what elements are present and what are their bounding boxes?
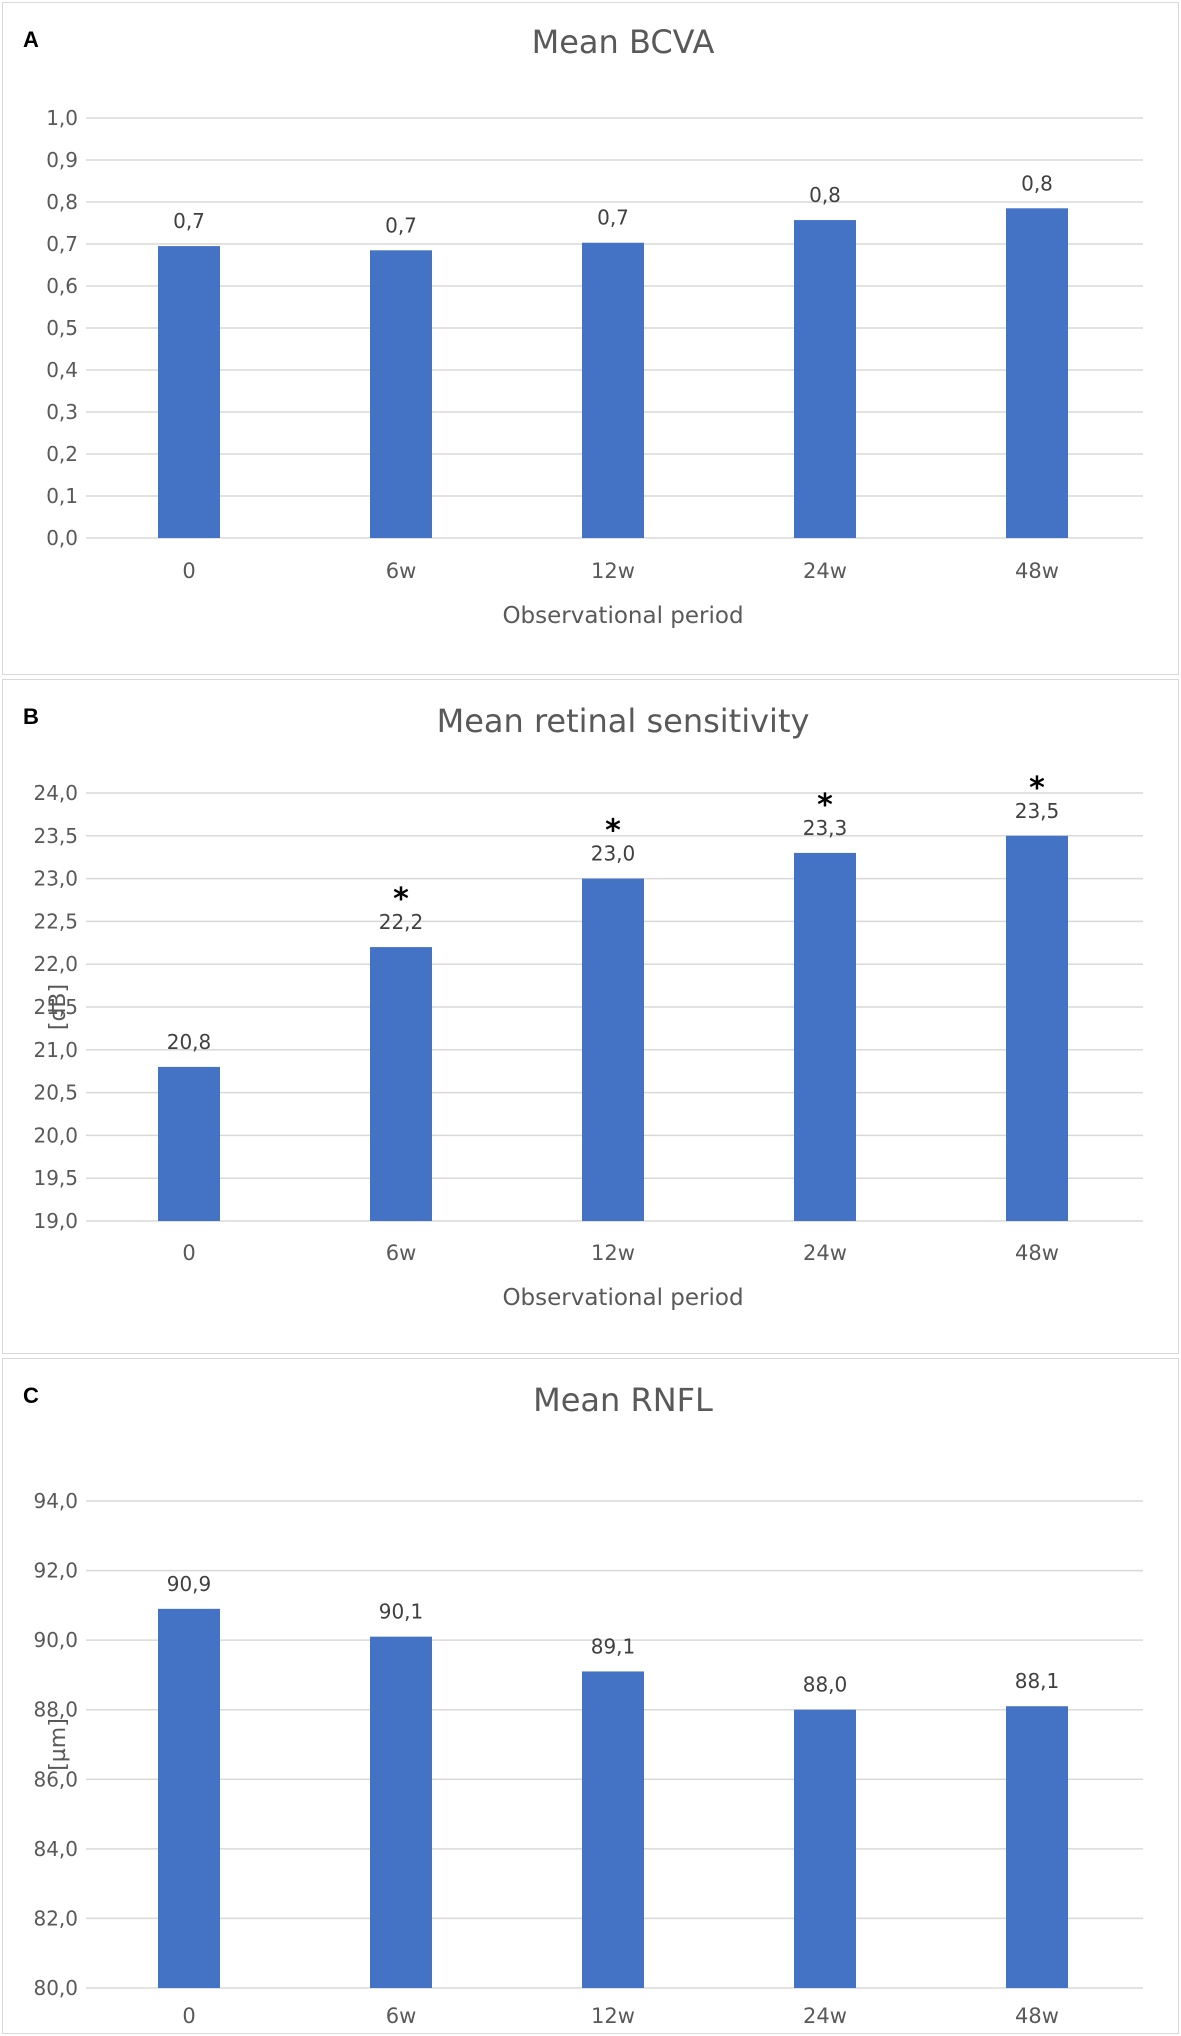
- y-tick-label: 23,0: [33, 867, 78, 891]
- y-tick-label: 0,2: [46, 442, 78, 466]
- y-tick-label: 22,5: [33, 909, 78, 933]
- y-tick-label: 19,0: [33, 1209, 78, 1233]
- data-label: 90,9: [167, 1572, 212, 1596]
- bar-chart-mean-bcva: Mean BCVA 0,0 0,1 0,2 0,3 0,4 0,5 0,6 0,7 0,8 0,9 1…: [46, 23, 1143, 629]
- significance-marker: *: [1029, 771, 1045, 806]
- y-tick-label: 0,4: [46, 358, 78, 382]
- data-label: 89,1: [591, 1634, 636, 1658]
- panel-letter: B: [23, 704, 39, 729]
- panel-letter: C: [23, 1383, 39, 1408]
- y-tick-label: 0,5: [46, 316, 78, 340]
- bar: [370, 947, 432, 1221]
- x-tick-label: 48w: [1015, 559, 1059, 583]
- y-tick-label: 21,0: [33, 1038, 78, 1062]
- bar: [794, 1709, 856, 1988]
- significance-marker: *: [817, 788, 833, 823]
- y-tick-label: 88,0: [33, 1698, 78, 1722]
- significance-marker: *: [605, 814, 621, 849]
- significance-marker: *: [393, 882, 409, 917]
- data-label: 23,3: [803, 816, 848, 840]
- x-tick-label: 48w: [1015, 2004, 1059, 2028]
- data-label: 23,0: [591, 842, 636, 866]
- data-label: 0,8: [1021, 171, 1053, 195]
- panel-letter: A: [23, 27, 39, 52]
- bar: [582, 878, 644, 1221]
- bar: [794, 220, 856, 538]
- y-tick-label: 0,8: [46, 190, 78, 214]
- y-tick-label: 19,5: [33, 1166, 78, 1190]
- y-tick-label: 23,5: [33, 824, 78, 848]
- x-axis-label: Observational period: [502, 603, 743, 629]
- x-tick-label: 12w: [591, 1241, 635, 1265]
- x-tick-label: 6w: [386, 559, 417, 583]
- y-tick-label: 0,1: [46, 484, 78, 508]
- y-tick-label: 82,0: [33, 1906, 78, 1930]
- y-tick-label: 94,0: [33, 1489, 78, 1513]
- y-tick-label: 24,0: [33, 781, 78, 805]
- x-tick-label: 48w: [1015, 1241, 1059, 1265]
- x-tick-label: 0: [182, 559, 195, 583]
- bar: [158, 1608, 220, 1988]
- y-tick-label: 0,0: [46, 526, 78, 550]
- chart-title: Mean BCVA: [532, 23, 715, 61]
- data-label: 90,1: [379, 1600, 424, 1624]
- y-tick-label: 22,0: [33, 952, 78, 976]
- data-label: 0,7: [173, 209, 205, 233]
- bar: [794, 852, 856, 1221]
- data-label: 88,0: [803, 1673, 848, 1697]
- y-tick-label: 0,9: [46, 148, 78, 172]
- x-tick-label: 12w: [591, 559, 635, 583]
- data-label: 0,7: [597, 206, 629, 230]
- data-label: 23,5: [1015, 799, 1060, 823]
- y-tick-label: 0,3: [46, 400, 78, 424]
- x-tick-label: 12w: [591, 2004, 635, 2028]
- bar: [1006, 835, 1068, 1221]
- chart-title: Mean retinal sensitivity: [437, 702, 810, 740]
- data-label: 20,8: [167, 1030, 212, 1054]
- bar: [370, 250, 432, 539]
- data-label: 22,2: [379, 910, 424, 934]
- x-axis-label: Observational period: [502, 1285, 743, 1311]
- y-tick-label: 92,0: [33, 1559, 78, 1583]
- bar: [1006, 1706, 1068, 1988]
- x-tick-label: 24w: [803, 559, 847, 583]
- y-tick-label: 86,0: [33, 1767, 78, 1791]
- y-tick-label: 20,0: [33, 1123, 78, 1147]
- bar: [582, 242, 644, 539]
- chart-panel-a: A Mean BCVA 0,0 0,1 0,2 0,3 0,4 0,5 0,6 0,7 0,8 0,…: [2, 2, 1179, 675]
- bar-chart-mean-rnfl: Mean RNFL 80,0 82,0 84,0 86,0 88,0 90,0 92,0 94,…: [33, 1381, 1143, 2028]
- x-tick-label: 6w: [386, 1241, 417, 1265]
- y-tick-label: 20,5: [33, 1081, 78, 1105]
- x-tick-label: 6w: [386, 2004, 417, 2028]
- y-tick-label: 0,7: [46, 232, 78, 256]
- y-tick-label: 0,6: [46, 274, 78, 298]
- x-tick-label: 24w: [803, 2004, 847, 2028]
- y-axis-label: [dB]: [46, 984, 71, 1030]
- data-label: 88,1: [1015, 1669, 1060, 1693]
- x-tick-label: 0: [182, 1241, 195, 1265]
- y-tick-label: 84,0: [33, 1837, 78, 1861]
- y-tick-label: 90,0: [33, 1628, 78, 1652]
- bar: [158, 246, 220, 538]
- chart-title: Mean RNFL: [533, 1381, 713, 1419]
- y-axis-label: [µm]: [46, 1718, 71, 1771]
- bar: [370, 1636, 432, 1988]
- data-label: 0,8: [809, 183, 841, 207]
- bar-chart-mean-retinal-sensitivity: Mean retinal sensitivity 19,0 19,5 20,0 20,5…: [33, 702, 1143, 1311]
- bar: [1006, 208, 1068, 539]
- bar: [158, 1066, 220, 1221]
- y-tick-label: 21,5: [33, 995, 78, 1019]
- y-tick-label: 1,0: [46, 106, 78, 130]
- chart-panel-c: C Mean RNFL 80,0 82,0 84,0 86,0 88,0 90,0 92,0 9…: [2, 1358, 1179, 2034]
- x-tick-label: 24w: [803, 1241, 847, 1265]
- chart-panel-b: B Mean retinal sensitivity 19,0 19,5 20,0 20…: [2, 679, 1179, 1354]
- y-tick-label: 80,0: [33, 1976, 78, 2000]
- data-label: 0,7: [385, 213, 417, 237]
- bar: [582, 1671, 644, 1988]
- x-tick-label: 0: [182, 2004, 195, 2028]
